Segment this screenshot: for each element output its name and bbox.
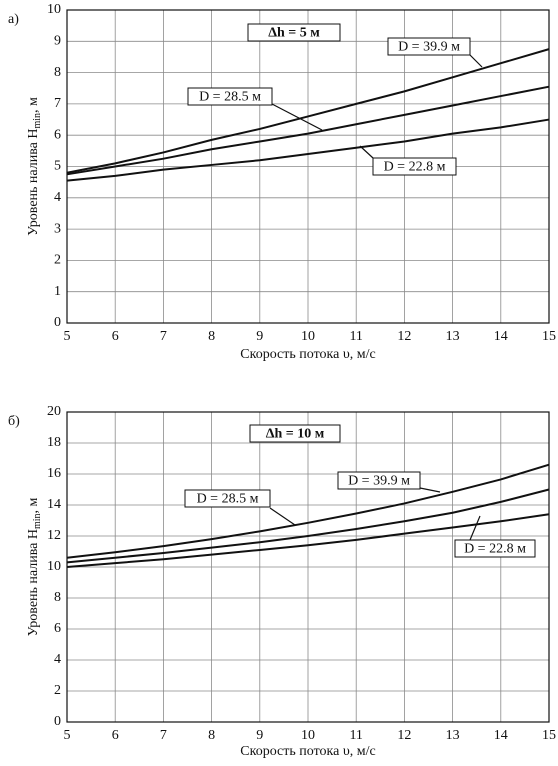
- y-tick-label: 9: [54, 34, 61, 49]
- y-tick-label: 14: [47, 497, 61, 512]
- series-label: D = 28.5 м: [197, 492, 259, 507]
- label-leader: [269, 507, 296, 526]
- x-tick-label: 9: [256, 329, 263, 344]
- x-tick-label: 12: [397, 329, 411, 344]
- x-tick-label: 15: [542, 329, 556, 344]
- y-axis-label-sub: min: [32, 513, 43, 529]
- x-tick-label: 10: [301, 728, 315, 743]
- x-tick-label: 7: [160, 329, 167, 344]
- x-tick-label: 13: [446, 728, 460, 743]
- label-box: [387, 37, 471, 56]
- series-line: [66, 513, 550, 568]
- series-line: [66, 118, 550, 182]
- panel-label: б): [8, 414, 20, 429]
- label-box: [187, 87, 273, 106]
- y-tick-label: 0: [54, 315, 61, 330]
- y-tick-label: 4: [54, 652, 61, 667]
- y-tick-label: 2: [54, 683, 61, 698]
- y-tick-label: 5: [54, 159, 61, 174]
- x-tick-label: 14: [494, 728, 508, 743]
- y-tick-label: 10: [47, 559, 61, 574]
- x-tick-label: 12: [397, 728, 411, 743]
- x-tick-label: 11: [349, 329, 362, 344]
- x-axis-label: Скорость потока υ, м/с: [240, 347, 375, 362]
- series-label: D = 22.8 м: [384, 160, 446, 175]
- series-line: [66, 463, 550, 559]
- y-tick-label: 2: [54, 253, 61, 268]
- y-tick-label: 6: [54, 127, 61, 142]
- label-box: [372, 157, 457, 176]
- y-tick-label: 0: [54, 714, 61, 729]
- x-tick-label: 5: [64, 728, 71, 743]
- y-axis-label-part: , м: [26, 97, 41, 113]
- series-label: D = 28.5 м: [199, 90, 261, 105]
- x-tick-label: 5: [64, 329, 71, 344]
- y-tick-label: 20: [47, 404, 61, 419]
- y-tick-label: 3: [54, 221, 61, 236]
- y-tick-label: 12: [47, 528, 61, 543]
- y-axis-label-part: Уровень налива H: [26, 129, 41, 236]
- annotation-box: [247, 23, 341, 42]
- panel-label: а): [8, 12, 19, 27]
- label-leader: [419, 487, 441, 493]
- x-tick-label: 9: [256, 728, 263, 743]
- x-tick-label: 14: [494, 329, 508, 344]
- y-tick-label: 1: [54, 284, 61, 299]
- label-leader: [271, 103, 323, 131]
- label-leader: [469, 54, 483, 68]
- series-label: D = 39.9 м: [348, 474, 410, 489]
- x-tick-label: 7: [160, 728, 167, 743]
- series-line: [66, 488, 550, 564]
- x-axis-label: Скорость потока υ, м/с: [240, 744, 375, 759]
- x-tick-label: 10: [301, 329, 315, 344]
- y-tick-label: 16: [47, 466, 61, 481]
- series-line: [66, 85, 550, 176]
- x-tick-label: 6: [112, 329, 119, 344]
- y-axis-label: Уровень налива Hmin, м: [26, 497, 43, 636]
- y-tick-label: 4: [54, 190, 61, 205]
- x-tick-label: 11: [349, 728, 362, 743]
- x-tick-label: 8: [208, 728, 215, 743]
- x-tick-label: 6: [112, 728, 119, 743]
- x-tick-label: 15: [542, 728, 556, 743]
- y-axis-label: Уровень налива Hmin, м: [26, 97, 43, 236]
- series-line: [66, 48, 550, 174]
- annotation: Δh = 5 м: [268, 26, 320, 41]
- label-leader: [359, 145, 374, 159]
- y-tick-label: 6: [54, 621, 61, 636]
- y-tick-label: 7: [54, 96, 61, 111]
- label-box: [454, 539, 536, 558]
- x-tick-label: 8: [208, 329, 215, 344]
- annotation: Δh = 10 м: [266, 427, 325, 442]
- plot-frame: [66, 9, 550, 324]
- series-label: D = 39.9 м: [398, 40, 460, 55]
- y-axis-label-sub: min: [32, 113, 43, 129]
- y-axis-label-part: Уровень налива H: [26, 529, 41, 636]
- annotation-box: [249, 424, 341, 443]
- x-tick-label: 13: [446, 329, 460, 344]
- y-axis-label-part: , м: [26, 497, 41, 513]
- label-box: [184, 489, 271, 508]
- label-leader: [469, 515, 481, 541]
- y-tick-label: 18: [47, 435, 61, 450]
- y-tick-label: 8: [54, 590, 61, 605]
- label-box: [337, 471, 421, 490]
- series-label: D = 22.8 м: [464, 542, 526, 557]
- y-tick-label: 10: [47, 2, 61, 17]
- y-tick-label: 8: [54, 65, 61, 80]
